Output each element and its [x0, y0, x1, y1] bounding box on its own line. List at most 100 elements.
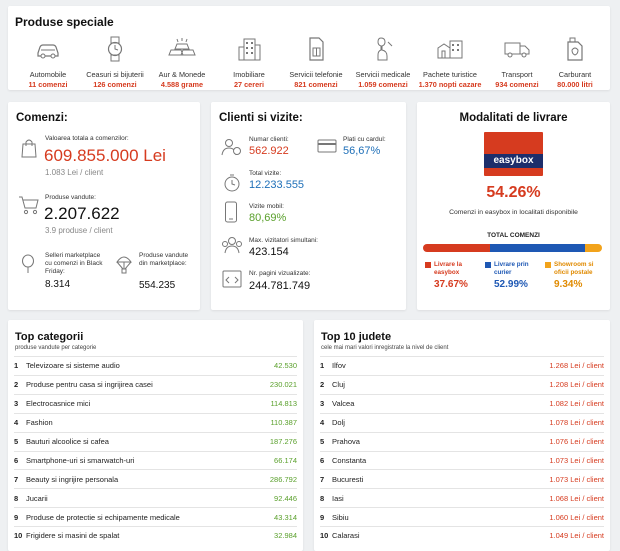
county-name: Ilfov — [332, 361, 346, 371]
county-name: Calarasi — [332, 531, 360, 541]
legend-label-easybox: Livrare la easybox — [434, 261, 463, 276]
bar-segment-courier — [490, 244, 586, 252]
gold-bars-icon — [168, 38, 196, 56]
top-counties-title: Top 10 judete — [321, 331, 392, 343]
county-row: 7 Bucuresti 1.073 Lei / client — [320, 469, 604, 488]
county-row: 2 Cluj 1.208 Lei / client — [320, 374, 604, 394]
county-name: Prahova — [332, 436, 360, 446]
special-item-value: 1.059 comenzi — [358, 80, 408, 89]
rank-number: 8 — [320, 493, 325, 503]
top-counties-subtitle: cele mai mari valori inregistrate la niv… — [321, 345, 449, 351]
county-value: 1.082 Lei / client — [549, 399, 604, 409]
category-name: Fashion — [26, 418, 53, 428]
special-products-card: Produse speciale Automobile 11 comenzi C… — [8, 6, 610, 90]
orders-title: Comenzi: — [16, 112, 68, 124]
total-visits-value: 12.233.555 — [249, 179, 305, 191]
cart-icon — [19, 196, 39, 215]
county-value: 1.208 Lei / client — [549, 380, 604, 390]
rank-number: 7 — [14, 474, 19, 484]
special-item-watches: Ceasuri si bijuterii 126 comenzi — [82, 36, 148, 89]
county-name: Bucuresti — [332, 474, 364, 484]
num-clients-value: 562.922 — [249, 145, 289, 157]
rank-number: 8 — [14, 493, 19, 503]
county-name: Sibiu — [332, 512, 349, 522]
category-row: 9 Produse de protectie si echipamente med… — [14, 507, 297, 526]
legend-swatch-easybox — [425, 262, 431, 268]
mobile-visits-value: 80,69% — [249, 212, 287, 224]
category-name: Beauty si ingrijire personala — [26, 474, 119, 484]
special-item-label: Pachete turistice — [423, 70, 477, 79]
special-item-label: Servicii telefonie — [289, 70, 343, 79]
orders-total-label: Valoarea totala a comenzilor: — [45, 135, 129, 142]
category-value: 286.792 — [269, 474, 297, 484]
clients-title: Clienti si vizite: — [219, 112, 303, 124]
max-visitors-label: Max. vizitatori simultani: — [249, 237, 318, 244]
county-value: 1.268 Lei / client — [549, 361, 604, 371]
legend-label-showroom: Showroom si oficii postale — [554, 261, 594, 276]
rank-number: 6 — [14, 455, 19, 465]
category-row: 4 Fashion 110.387 — [14, 412, 297, 432]
rank-number: 2 — [320, 380, 325, 390]
category-name: Bauturi alcoolice si cafea — [26, 436, 109, 446]
category-name: Smartphone-uri si smarwatch-uri — [26, 455, 135, 465]
special-item-transport: Transport 934 comenzi — [484, 36, 550, 89]
category-name: Televizoare si sisteme audio — [26, 361, 120, 371]
rank-number: 5 — [14, 436, 19, 446]
category-name: Frigidere si masini de spalat — [26, 531, 120, 541]
sim-card-icon — [309, 37, 324, 61]
special-item-fuel: Carburant 80.000 litri — [542, 36, 608, 89]
category-row: 3 Electrocasnice mici 114.813 — [14, 393, 297, 413]
delivery-card: Modalitati de livrare easybox 54.26% Com… — [417, 102, 610, 310]
rank-number: 6 — [320, 455, 325, 465]
legend-value-courier: 52.99% — [494, 279, 528, 290]
county-row: 3 Valcea 1.082 Lei / client — [320, 393, 604, 413]
easybox-logo-text: easybox — [484, 154, 543, 168]
county-value: 1.068 Lei / client — [549, 493, 604, 503]
category-value: 114.813 — [270, 399, 297, 409]
total-orders-title: TOTAL COMENZI — [487, 232, 540, 239]
special-item-value: 821 comenzi — [294, 80, 338, 89]
page-views-label: Nr. pagini vizualizate: — [249, 270, 311, 277]
county-row: 5 Prahova 1.076 Lei / client — [320, 431, 604, 451]
county-row: 9 Sibiu 1.060 Lei / client — [320, 507, 604, 526]
rank-number: 4 — [320, 418, 325, 428]
code-window-icon — [222, 270, 242, 288]
special-item-automobile: Automobile 11 comenzi — [15, 36, 81, 89]
special-item-gold: Aur & Monede 4.588 grame — [149, 36, 215, 89]
max-visitors-value: 423.154 — [249, 246, 289, 258]
special-item-label: Carburant — [558, 70, 592, 79]
mobile-visits-label: Vizite mobil: — [249, 203, 284, 210]
special-item-value: 27 cereri — [233, 80, 265, 89]
orders-card: Comenzi: Valoarea totala a comenzilor: 6… — [8, 102, 200, 310]
rank-number: 1 — [14, 361, 19, 371]
county-name: Cluj — [332, 380, 345, 390]
orders-sellers-value: 8.314 — [45, 279, 71, 290]
county-value: 1.073 Lei / client — [549, 455, 604, 465]
rank-number: 1 — [320, 361, 325, 371]
county-row: 4 Dolj 1.078 Lei / client — [320, 412, 604, 432]
special-item-label: Automobile — [29, 70, 67, 79]
orders-marketplace-label: Produse vandute din marketplace: — [139, 252, 189, 267]
orders-marketplace-value: 554.235 — [139, 280, 176, 291]
delivery-share-bar — [423, 244, 602, 252]
category-name: Electrocasnice mici — [26, 399, 91, 409]
legend-swatch-courier — [485, 262, 491, 268]
bar-segment-easybox — [423, 244, 491, 252]
county-row: 10 Calarasi 1.049 Lei / client — [320, 526, 604, 545]
rank-number: 3 — [14, 399, 19, 409]
category-row: 6 Smartphone-uri si smarwatch-uri 66.174 — [14, 450, 297, 470]
special-item-label: Servicii medicale — [355, 70, 411, 79]
category-value: 110.387 — [270, 418, 297, 428]
parachute-icon — [116, 256, 132, 274]
delivery-title: Modalitati de livrare — [459, 112, 568, 124]
special-item-telephony: Servicii telefonie 821 comenzi — [283, 36, 349, 89]
medical-icon — [377, 37, 393, 61]
users-icon — [221, 139, 241, 156]
total-visits-label: Total vizite: — [249, 170, 282, 177]
hotel-icon — [437, 40, 463, 59]
special-item-value: 11 comenzi — [28, 80, 68, 89]
category-value: 32.984 — [274, 531, 297, 541]
fuel-can-icon — [567, 37, 583, 61]
orders-sellers-label: Selleri marketplace cu comenzi in Black … — [45, 252, 103, 275]
county-value: 1.073 Lei / client — [549, 474, 604, 484]
